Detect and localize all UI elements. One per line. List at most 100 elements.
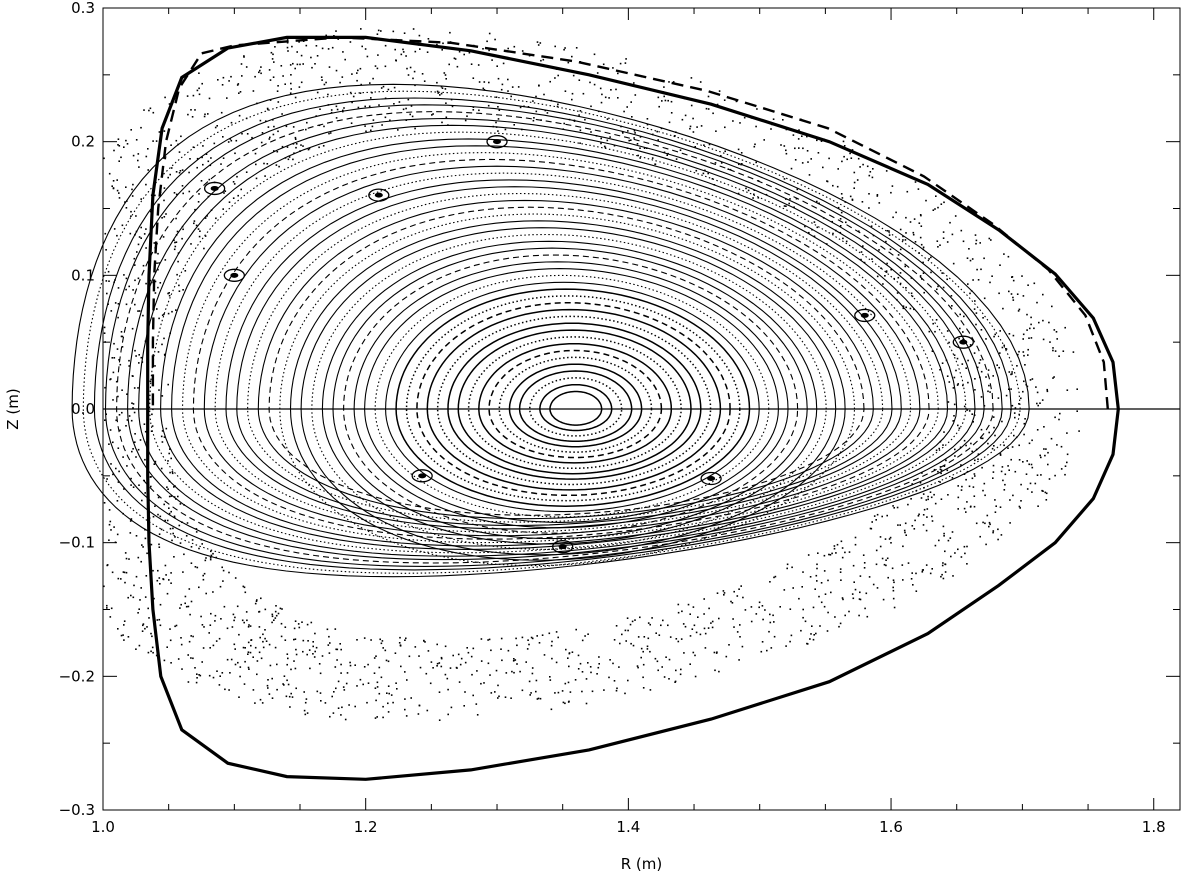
- chaotic-point: [1018, 403, 1020, 405]
- chaotic-point: [274, 46, 276, 48]
- chaotic-point: [845, 240, 848, 243]
- chaotic-point: [962, 331, 964, 333]
- chaotic-point: [551, 640, 553, 643]
- chaotic-point: [794, 147, 796, 150]
- chaotic-point: [656, 130, 658, 133]
- chaotic-point: [679, 673, 682, 676]
- chaotic-point: [683, 652, 685, 654]
- chaotic-point: [649, 650, 651, 653]
- chaotic-point: [356, 79, 358, 82]
- chaotic-point: [571, 55, 573, 58]
- chaotic-point: [703, 627, 706, 630]
- chaotic-point: [604, 96, 607, 99]
- chaotic-point: [192, 94, 195, 97]
- chaotic-point: [394, 652, 397, 654]
- chaotic-point: [631, 116, 633, 118]
- chaotic-point: [881, 515, 883, 518]
- chaotic-point: [224, 688, 226, 691]
- chaotic-point: [642, 687, 645, 689]
- chaotic-point: [940, 203, 943, 205]
- chaotic-point: [331, 695, 333, 698]
- chaotic-point: [939, 244, 941, 246]
- chaotic-point: [488, 638, 491, 641]
- chaotic-point: [152, 515, 155, 518]
- chaotic-point: [221, 566, 223, 569]
- chaotic-point: [637, 154, 639, 157]
- chaotic-point: [486, 40, 488, 43]
- chaotic-point: [609, 136, 611, 138]
- chaotic-point: [131, 195, 134, 197]
- chaotic-point: [850, 157, 853, 159]
- chaotic-point: [340, 648, 342, 651]
- chaotic-point: [337, 38, 339, 40]
- chaotic-point: [115, 380, 118, 383]
- chaotic-point: [245, 171, 248, 173]
- chaotic-point: [120, 634, 123, 637]
- chaotic-point: [130, 419, 133, 422]
- chaotic-point: [328, 652, 331, 654]
- magnetic-island: [700, 471, 722, 486]
- chaotic-point: [651, 617, 653, 619]
- chaotic-point: [904, 239, 907, 241]
- chaotic-point: [931, 520, 934, 522]
- chaotic-point: [1053, 376, 1055, 378]
- chaotic-point: [935, 195, 937, 197]
- chaotic-point: [1022, 390, 1024, 393]
- chaotic-point: [168, 294, 171, 297]
- chaotic-point: [1011, 276, 1013, 278]
- chaotic-point: [948, 381, 951, 383]
- chaotic-point: [109, 429, 112, 431]
- chaotic-point: [935, 449, 938, 452]
- chaotic-point: [664, 99, 667, 102]
- chaotic-point: [384, 44, 387, 47]
- chaotic-point: [967, 381, 969, 384]
- chaotic-point: [732, 618, 734, 620]
- chaotic-point: [470, 63, 473, 65]
- chaotic-point: [954, 215, 957, 217]
- chaotic-point: [227, 141, 230, 143]
- chaotic-point: [258, 651, 261, 654]
- chaotic-point: [254, 702, 256, 704]
- chaotic-point: [244, 647, 246, 649]
- chaotic-point: [1020, 500, 1022, 502]
- chaotic-point: [162, 578, 165, 581]
- chaotic-point: [309, 667, 311, 670]
- chaotic-point: [695, 631, 698, 634]
- chaotic-point: [966, 563, 968, 565]
- chaotic-point: [198, 547, 200, 550]
- chaotic-point: [167, 312, 170, 315]
- chaotic-point: [247, 666, 250, 669]
- chaotic-point: [144, 596, 147, 598]
- chaotic-point: [291, 696, 294, 698]
- chaotic-point: [312, 653, 314, 655]
- chaotic-point: [164, 519, 166, 522]
- chaotic-point: [925, 199, 927, 202]
- chaotic-point: [928, 330, 931, 333]
- chaotic-point: [221, 672, 224, 674]
- chaotic-point: [245, 66, 248, 68]
- chaotic-point: [689, 127, 691, 130]
- chaotic-point: [1022, 295, 1025, 297]
- chaotic-point: [687, 603, 690, 606]
- chaotic-point: [384, 649, 387, 652]
- x-tick-label: 1.8: [1142, 818, 1166, 836]
- chaotic-point: [885, 240, 887, 243]
- chaotic-point: [823, 570, 826, 572]
- chaotic-point: [135, 215, 137, 217]
- chaotic-point: [241, 132, 243, 135]
- chaotic-point: [127, 636, 130, 638]
- chaotic-point: [138, 354, 140, 356]
- flux-surface: [247, 192, 884, 523]
- chaotic-point: [495, 121, 497, 124]
- chaotic-point: [429, 682, 432, 685]
- chaotic-point: [555, 631, 558, 633]
- chaotic-point: [476, 714, 479, 716]
- chaotic-point: [306, 712, 309, 714]
- chaotic-point: [840, 579, 842, 581]
- chaotic-point: [144, 492, 146, 494]
- chaotic-point: [290, 82, 292, 85]
- chaotic-point: [423, 640, 425, 642]
- chaotic-point: [273, 125, 275, 128]
- chaotic-point: [340, 714, 342, 716]
